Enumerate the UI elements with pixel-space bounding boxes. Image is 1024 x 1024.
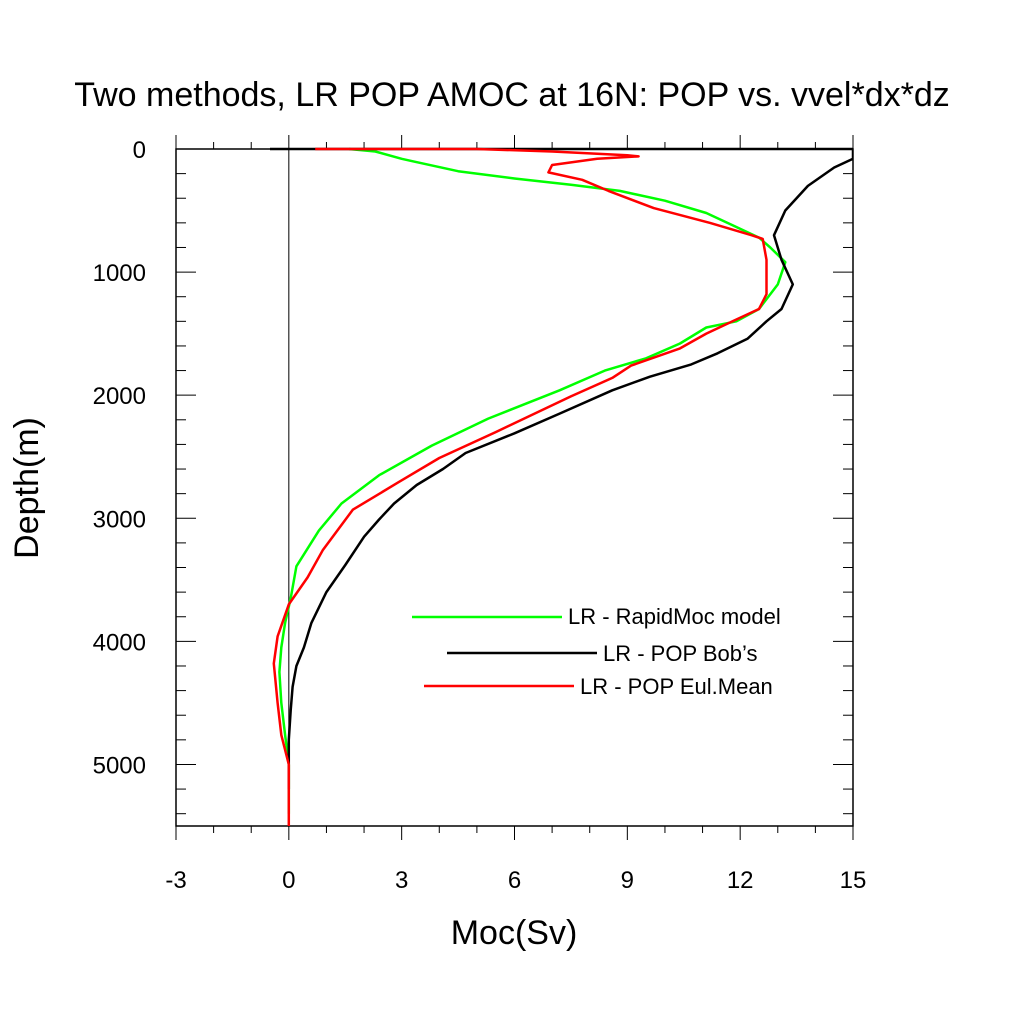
series-line-2 — [270, 147, 853, 790]
x-axis-label: Moc(Sv) — [451, 914, 578, 952]
legend-label-1: LR - RapidMoc model — [568, 604, 781, 629]
series-line-1 — [278, 147, 787, 814]
y-axis-label: Depth(m) — [8, 417, 46, 559]
y-tick-label: 1000 — [93, 260, 146, 287]
x-tick-label: 3 — [395, 867, 408, 894]
x-tick-label: -3 — [165, 867, 186, 894]
chart-title: Two methods, LR POP AMOC at 16N: POP vs.… — [74, 76, 950, 114]
legend-label-3: LR - POP Eul.Mean — [580, 674, 773, 699]
x-tick-label: 6 — [508, 867, 521, 894]
plot-area: -3 0 3 6 9 12 15 0 1000 2000 3000 4000 5000 — [93, 135, 867, 894]
x-tick-label: 9 — [621, 867, 634, 894]
x-tick-label: 15 — [840, 867, 867, 894]
y-tick-label: 0 — [133, 137, 146, 164]
series-line-3 — [272, 147, 768, 826]
plot-frame — [175, 148, 854, 827]
y-tick-label: 5000 — [93, 752, 146, 779]
y-tick-label: 2000 — [93, 383, 146, 410]
legend: LR - RapidMoc model LR - POP Bob’s LR - PO… — [412, 604, 781, 699]
y-tick-label: 4000 — [93, 629, 146, 656]
y-tick-label: 3000 — [93, 506, 146, 533]
x-tick-label: 12 — [727, 867, 754, 894]
x-tick-label: 0 — [282, 867, 295, 894]
legend-label-2: LR - POP Bob’s — [603, 641, 757, 666]
